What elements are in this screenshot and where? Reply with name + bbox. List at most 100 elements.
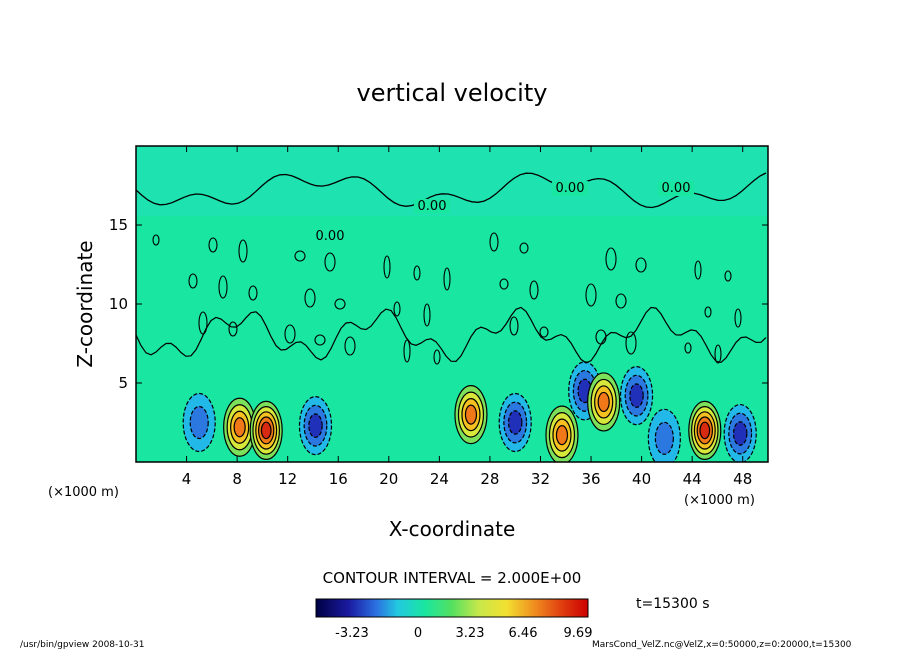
small-contour-loop bbox=[294, 250, 306, 262]
x-tick-label: 20 bbox=[379, 470, 398, 488]
small-contour-loop bbox=[208, 237, 218, 253]
contour-level bbox=[629, 383, 644, 408]
updraft-cell bbox=[454, 385, 488, 445]
colorbar-tick-label: 6.46 bbox=[509, 626, 538, 641]
contour-label: 0.00 bbox=[418, 199, 447, 214]
downdraft-cell bbox=[619, 366, 654, 426]
updraft-cell bbox=[223, 397, 257, 457]
small-contour-loop bbox=[344, 336, 356, 356]
y-tick-label: 10 bbox=[109, 295, 128, 313]
small-contour-loop bbox=[734, 308, 742, 328]
small-contour-loop bbox=[615, 293, 627, 309]
small-contour-loop bbox=[684, 342, 692, 354]
contour-label-bg bbox=[414, 199, 450, 214]
x-tick-label: 44 bbox=[683, 470, 702, 488]
small-contour-loop bbox=[635, 257, 647, 273]
small-contour-loop bbox=[334, 298, 346, 310]
colorbar-tick-label: 3.23 bbox=[456, 626, 485, 641]
small-contour-loop bbox=[519, 242, 529, 254]
y-axis: 5 10 15 bbox=[109, 216, 768, 392]
contour-label: 0.00 bbox=[556, 181, 585, 196]
small-contour-loop bbox=[433, 349, 441, 365]
small-contour-loop bbox=[413, 265, 421, 281]
x-unit-right: (×1000 m) bbox=[684, 493, 755, 508]
x-axis: 4 8 12 16 20 24 28 32 36 40 44 48 bbox=[182, 146, 752, 488]
y-axis-label: Z-coordinate bbox=[73, 240, 97, 367]
small-contour-loop bbox=[393, 301, 401, 317]
small-contour-loop bbox=[304, 288, 316, 308]
zero-contour-line bbox=[136, 172, 767, 209]
contour-level bbox=[189, 405, 209, 440]
small-contour-loop bbox=[383, 255, 391, 279]
small-contour-loop bbox=[714, 344, 722, 364]
y-tick-label: 15 bbox=[109, 216, 128, 234]
x-tick-label: 16 bbox=[329, 470, 348, 488]
small-contour-loop bbox=[694, 260, 702, 280]
small-contour-loop bbox=[188, 273, 198, 289]
small-contour-loop bbox=[284, 324, 296, 344]
small-contour-loop bbox=[724, 270, 732, 282]
chart-title: vertical velocity bbox=[357, 79, 548, 107]
x-tick-label: 12 bbox=[278, 470, 297, 488]
small-contour-loop bbox=[314, 334, 326, 346]
contour-level bbox=[464, 404, 478, 425]
contour-interval-label: CONTOUR INTERVAL = 2.000E+00 bbox=[323, 569, 582, 587]
contour-level bbox=[233, 417, 246, 438]
x-tick-label: 8 bbox=[232, 470, 242, 488]
updraft-cell bbox=[545, 405, 579, 462]
contour-label: 0.00 bbox=[316, 229, 345, 244]
contour-level bbox=[555, 425, 569, 446]
small-contour-loop bbox=[152, 234, 160, 246]
footer-right: MarsCond_VelZ.nc@VelZ,x=0:50000,z=0:2000… bbox=[592, 640, 852, 650]
small-contour-loop bbox=[585, 283, 597, 307]
contour-label-bg bbox=[658, 181, 694, 196]
y-tick-label: 5 bbox=[118, 374, 128, 392]
x-axis-label: X-coordinate bbox=[389, 517, 516, 541]
small-contour-loop bbox=[595, 329, 607, 345]
downdraft-cell bbox=[498, 392, 532, 453]
x-tick-label: 36 bbox=[581, 470, 600, 488]
contour-label-bg bbox=[312, 229, 348, 244]
x-tick-label: 28 bbox=[480, 470, 499, 488]
downdraft-cell bbox=[723, 403, 757, 462]
x-tick-label: 48 bbox=[733, 470, 752, 488]
contour-label-bg bbox=[552, 181, 588, 196]
downdraft-cell bbox=[182, 392, 216, 453]
x-tick-label: 40 bbox=[632, 470, 651, 488]
updraft-cell bbox=[249, 400, 283, 460]
small-contour-loop bbox=[238, 239, 248, 263]
contour-level bbox=[597, 391, 610, 413]
small-contour-loop bbox=[324, 252, 336, 272]
downdraft-cell bbox=[298, 396, 333, 456]
downdraft-cell bbox=[647, 408, 681, 462]
small-contour-loop bbox=[529, 280, 539, 300]
updraft-cell bbox=[587, 372, 621, 432]
x-tick-label: 32 bbox=[531, 470, 550, 488]
footer-left: /usr/bin/gpview 2008-10-31 bbox=[20, 640, 145, 650]
small-contour-loop bbox=[248, 285, 258, 301]
colorbar-tick-label: 0 bbox=[414, 626, 422, 641]
colorbar-tick-label: -3.23 bbox=[335, 626, 369, 641]
contour-level bbox=[654, 421, 674, 455]
time-label: t=15300 s bbox=[636, 596, 710, 612]
small-contour-loop bbox=[198, 311, 208, 335]
x-tick-label: 4 bbox=[182, 470, 192, 488]
colorbar bbox=[315, 598, 589, 618]
updraft-cell bbox=[688, 400, 722, 460]
contour-level bbox=[699, 421, 711, 440]
small-contour-loop bbox=[218, 275, 228, 299]
colorbar-tick-label: 9.69 bbox=[564, 626, 593, 641]
small-contour-loop bbox=[228, 321, 238, 337]
small-contour-loop bbox=[499, 278, 509, 290]
small-contour-loop bbox=[403, 339, 411, 363]
small-contour-loop bbox=[625, 331, 637, 355]
x-unit-left: (×1000 m) bbox=[48, 485, 119, 500]
small-contour-loop bbox=[605, 247, 617, 271]
small-contour-loop bbox=[704, 306, 712, 318]
contour-level bbox=[260, 421, 272, 440]
plot-field: 0.00 0.00 0.00 0.00 bbox=[136, 146, 768, 462]
velocity-cells bbox=[182, 361, 757, 462]
contour-level bbox=[732, 421, 748, 446]
colorbar-ticks: -3.23 0 3.23 6.46 9.69 bbox=[335, 626, 592, 641]
